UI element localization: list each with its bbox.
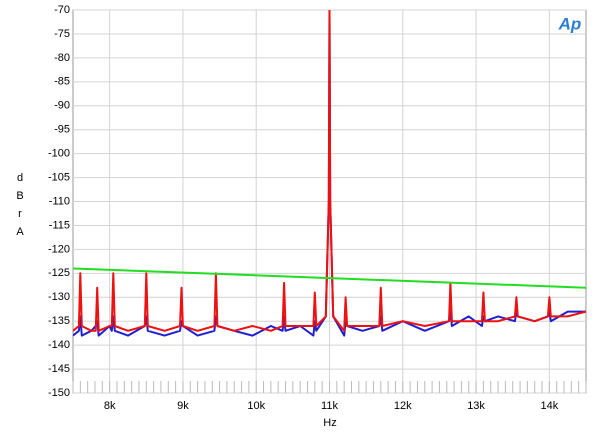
y-tick-label: -145 [48,363,70,375]
y-tick-label: -135 [48,315,70,327]
y-tick-label: -140 [48,339,70,351]
y-tick-label: -110 [49,195,70,207]
y-tick-label: -125 [48,267,70,279]
y-tick-label: -130 [48,291,70,303]
x-axis-label: Hz [323,417,336,429]
x-tick-label: 11k [321,400,338,412]
x-tick-label: 13k [467,400,485,412]
x-tick-label: 12k [394,400,412,412]
x-tick-label: 8k [104,400,116,412]
y-tick-label: -70 [54,4,70,16]
x-tick-label: 10k [247,400,265,412]
y-tick-label: -95 [54,124,70,136]
y-tick-label: -105 [48,171,70,183]
y-tick-label: -90 [54,100,70,112]
y-tick-label: -75 [54,28,70,40]
series-line [73,10,586,332]
y-tick-label: -100 [48,148,70,160]
series-line [73,267,586,289]
y-tick-label: -120 [48,243,70,255]
y-tick-label: -80 [54,52,70,64]
x-tick-label: 9k [177,400,189,412]
y-tick-label: -150 [48,387,70,399]
y-tick-label: -85 [54,76,70,88]
x-tick-label: 14k [540,400,558,412]
logo: Ap [558,14,582,33]
y-axis-label: dBrA [14,172,26,244]
y-tick-label: -115 [49,219,70,231]
